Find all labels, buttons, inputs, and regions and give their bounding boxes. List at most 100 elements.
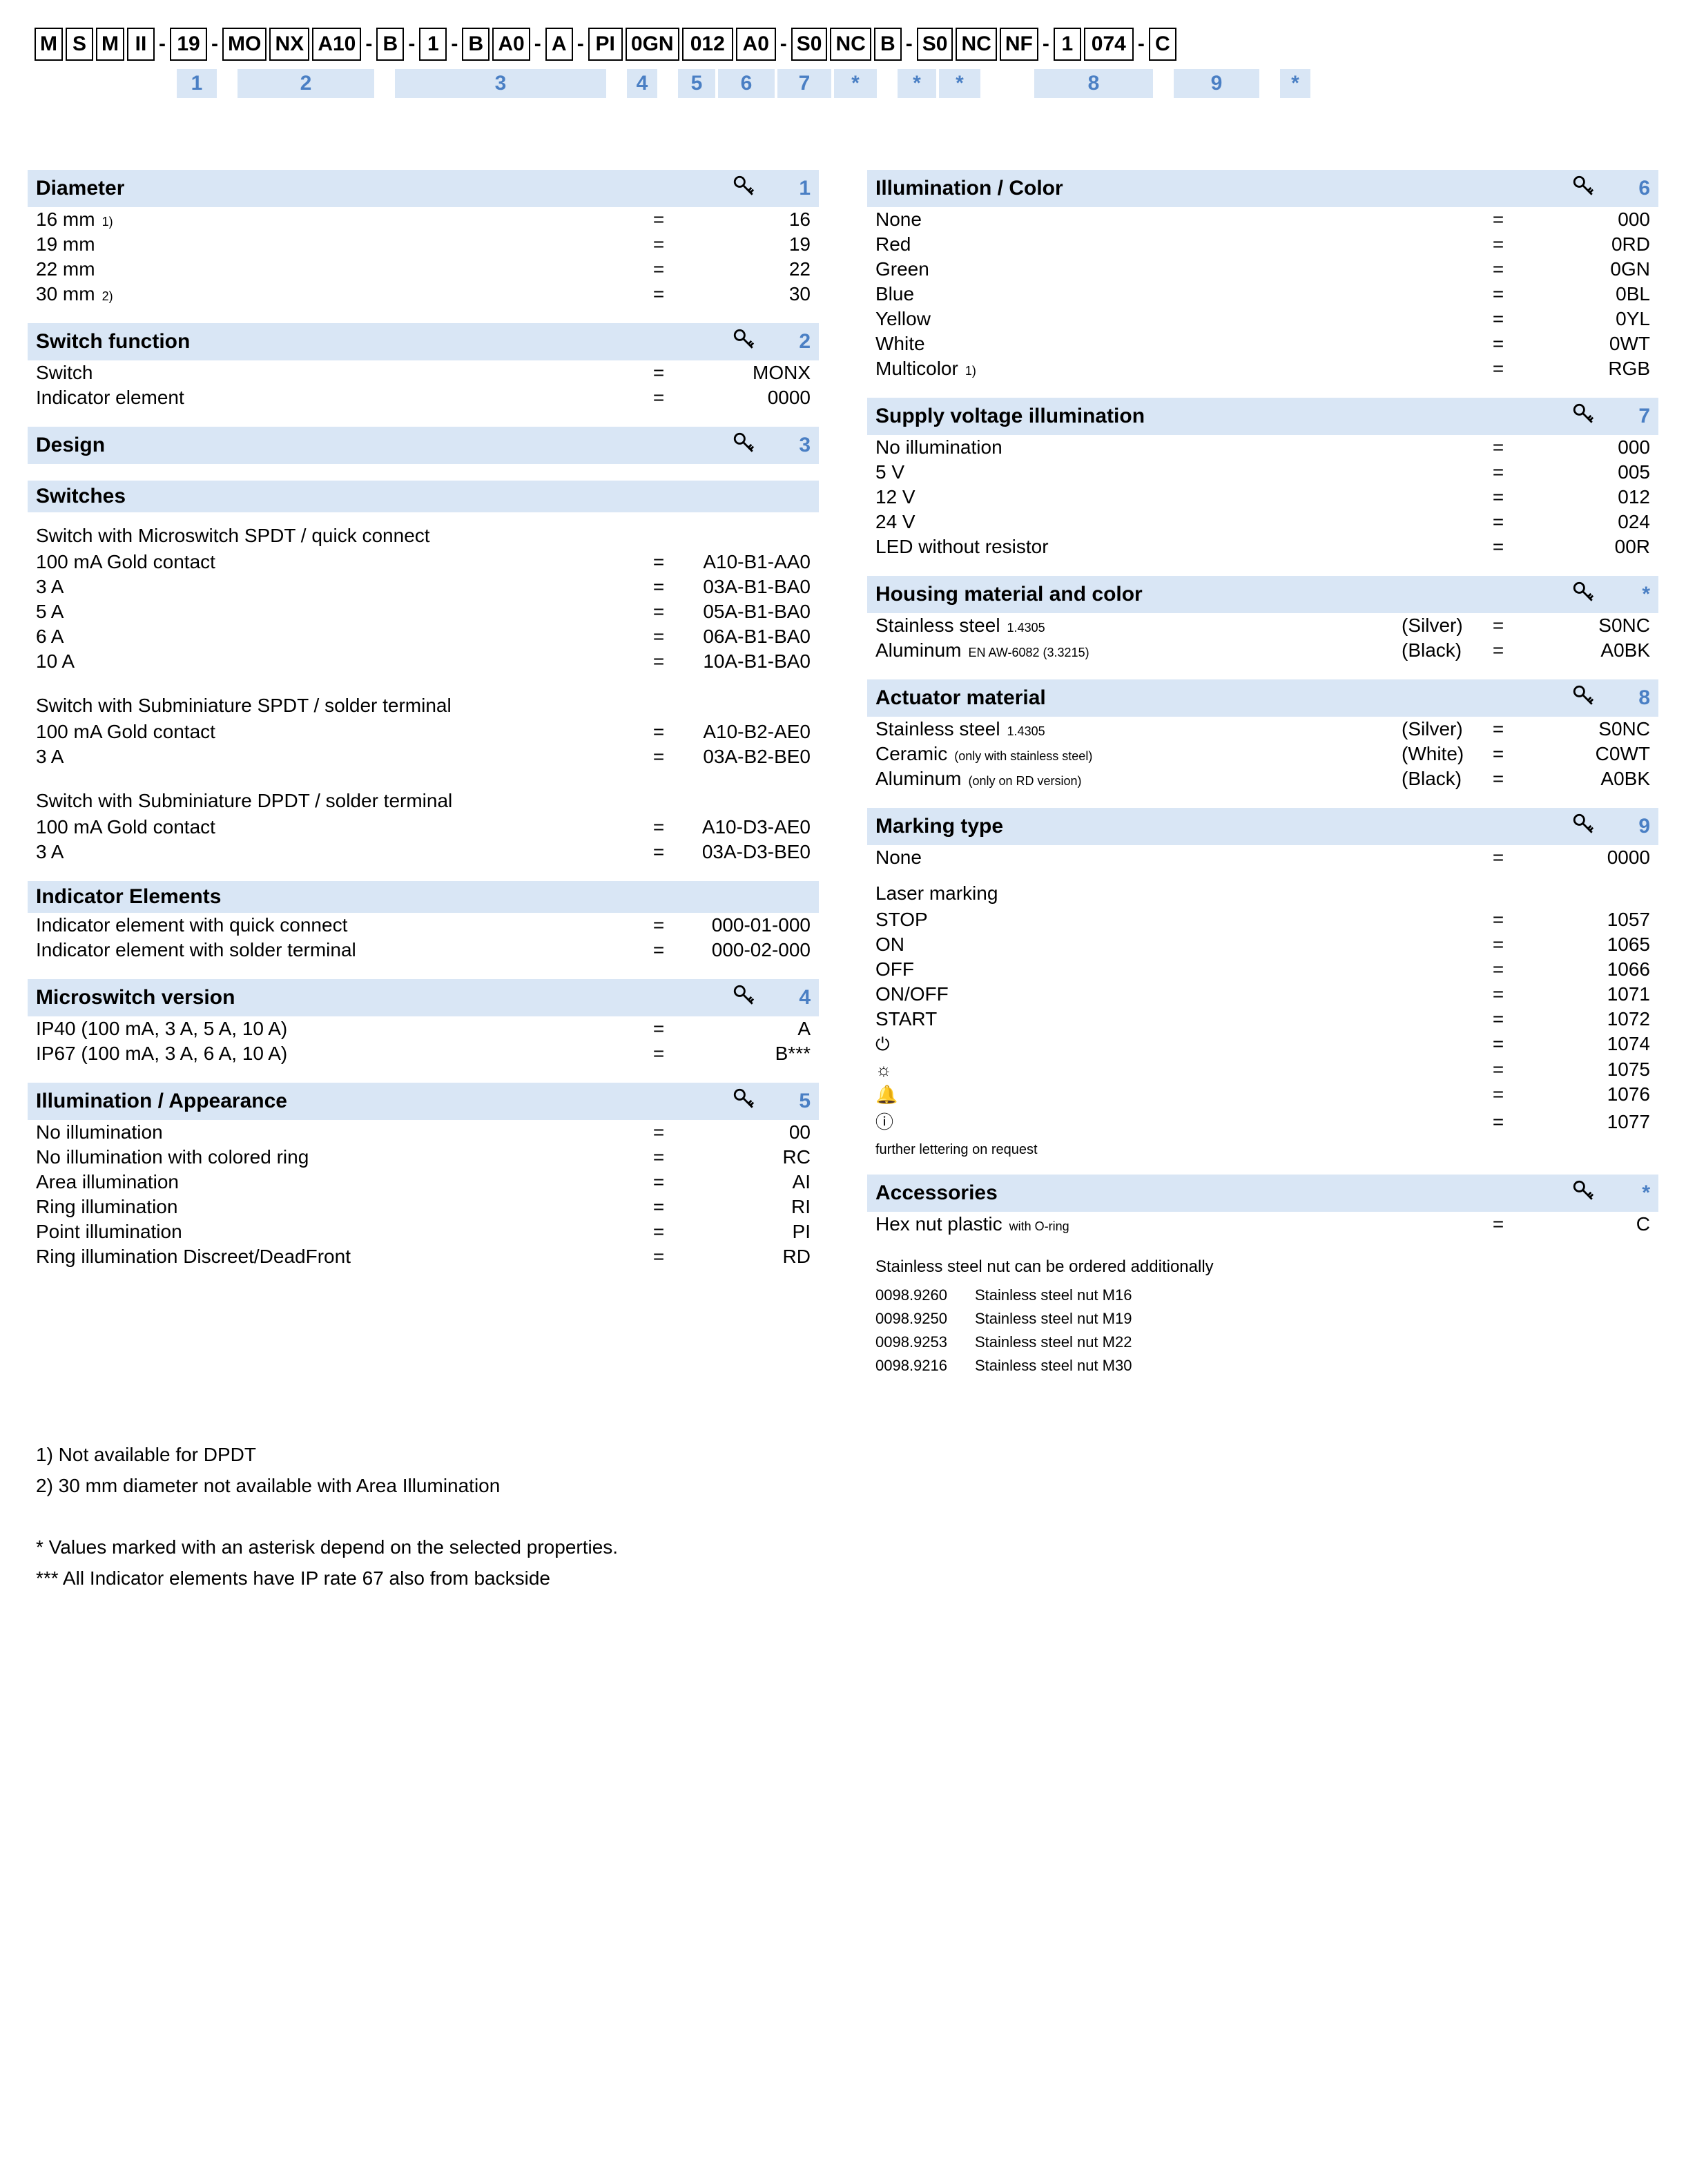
equals: = — [1484, 1083, 1512, 1105]
option-code: C — [1512, 1213, 1650, 1235]
option-row: 🔔=1076 — [867, 1082, 1658, 1107]
section-number: 5 — [783, 1090, 811, 1113]
row-label: No illumination with colored ring — [36, 1146, 309, 1168]
key-icon — [732, 174, 755, 203]
code-separator: - — [1136, 32, 1146, 56]
section-number: 3 — [783, 434, 811, 457]
section-header: Illumination / Appearance5 — [28, 1083, 819, 1120]
option-row: STOP=1057 — [867, 907, 1658, 932]
part-desc: Stainless steel nut M30 — [975, 1357, 1132, 1375]
option-row: Ring illumination Discreet/DeadFront=RD — [28, 1244, 819, 1269]
option-code: 06A-B1-BA0 — [672, 626, 811, 648]
row-label: Aluminum — [875, 639, 961, 661]
code-separator: - — [1041, 32, 1051, 56]
code-cell: S — [66, 28, 93, 61]
option-row: Yellow=0YL — [867, 307, 1658, 331]
row-label: IP67 (100 mA, 3 A, 6 A, 10 A) — [36, 1043, 287, 1065]
row-label: Area illumination — [36, 1171, 179, 1193]
code-cell: 19 — [170, 28, 207, 61]
row-label: Stainless steel — [875, 718, 1000, 740]
section-number: 7 — [1622, 405, 1650, 428]
row-note: 1) — [965, 364, 976, 378]
equals: = — [645, 601, 672, 623]
option-code: 024 — [1512, 511, 1650, 533]
equals: = — [645, 1246, 672, 1268]
option-row: 6 A=06A-B1-BA0 — [28, 624, 819, 649]
option-row: 19 mm=19 — [28, 232, 819, 257]
position-index: * — [939, 69, 980, 98]
option-code: 000-02-000 — [672, 939, 811, 961]
equals: = — [645, 626, 672, 648]
section-header: Design3 — [28, 427, 819, 464]
footnote-line: * Values marked with an asterisk depend … — [36, 1532, 1658, 1563]
code-cell: 0GN — [626, 28, 679, 61]
option-row: 16 mm 1)=16 — [28, 207, 819, 232]
equals: = — [1484, 983, 1512, 1005]
code-cell: NC — [956, 28, 996, 61]
code-cell: S0 — [791, 28, 828, 61]
section-title: Microswitch version — [36, 986, 732, 1009]
row-label: Blue — [875, 283, 914, 305]
row-label: Ring illumination — [36, 1196, 177, 1218]
footnote-line: 2) 30 mm diameter not available with Are… — [36, 1471, 1658, 1502]
equals: = — [645, 1196, 672, 1218]
part-number: 0098.9260 — [875, 1286, 947, 1304]
option-row: No illumination with colored ring=RC — [28, 1145, 819, 1170]
option-code: PI — [672, 1221, 811, 1243]
equals: = — [1484, 909, 1512, 931]
footnote-line: *** All Indicator elements have IP rate … — [36, 1563, 1658, 1594]
code-cell: B — [376, 28, 404, 61]
row-sublabel: (only with stainless steel) — [954, 749, 1092, 764]
key-icon — [732, 431, 755, 460]
option-code: 22 — [672, 258, 811, 280]
row-label: 22 mm — [36, 258, 95, 280]
accessory-part-row: 0098.9253Stainless steel nut M22 — [875, 1331, 1658, 1354]
row-label: 3 A — [36, 746, 64, 768]
option-row: No illumination=000 — [867, 435, 1658, 460]
option-code: 000-01-000 — [672, 914, 811, 936]
option-row: ON/OFF=1071 — [867, 982, 1658, 1007]
row-note: 2) — [102, 289, 113, 304]
equals: = — [645, 283, 672, 305]
equals: = — [1484, 209, 1512, 231]
code-cell: MO — [222, 28, 267, 61]
row-label: Hex nut plastic — [875, 1213, 1002, 1235]
row-label: Indicator element — [36, 387, 184, 409]
equals: = — [1484, 934, 1512, 956]
accessories-extra-list: 0098.9260Stainless steel nut M160098.925… — [867, 1284, 1658, 1378]
position-index: * — [834, 69, 877, 98]
code-cell: NX — [269, 28, 309, 61]
row-label: IP40 (100 mA, 3 A, 5 A, 10 A) — [36, 1018, 287, 1040]
footnote-line: 1) Not available for DPDT — [36, 1440, 1658, 1471]
row-label: Point illumination — [36, 1221, 182, 1243]
option-row: LED without resistor=00R — [867, 534, 1658, 559]
equals: = — [1484, 233, 1512, 255]
position-index: 5 — [678, 69, 715, 98]
group-label: Switch with Microswitch SPDT / quick con… — [28, 525, 819, 547]
option-code: 1072 — [1512, 1008, 1650, 1030]
option-row: 100 mA Gold contact=A10-B2-AE0 — [28, 719, 819, 744]
option-code: 03A-B2-BE0 — [672, 746, 811, 768]
equals: = — [645, 387, 672, 409]
group-label: Switch with Subminiature DPDT / solder t… — [28, 790, 819, 812]
option-row: Indicator element=0000 — [28, 385, 819, 410]
equals: = — [1484, 1033, 1512, 1055]
row-label: LED without resistor — [875, 536, 1049, 558]
option-code: S0NC — [1512, 718, 1650, 740]
option-row: Ceramic (only with stainless steel)(Whit… — [867, 742, 1658, 766]
option-row: START=1072 — [867, 1007, 1658, 1032]
row-label: ON — [875, 934, 904, 956]
option-code: 10A-B1-BA0 — [672, 650, 811, 673]
position-index: 4 — [627, 69, 657, 98]
code-separator: - — [533, 32, 543, 56]
position-index-row: 1234567***89* — [35, 69, 1658, 98]
option-code: 30 — [672, 283, 811, 305]
option-row: 3 A=03A-B2-BE0 — [28, 744, 819, 769]
code-separator: - — [449, 32, 459, 56]
equals: = — [645, 1146, 672, 1168]
row-label: 🔔 — [875, 1084, 898, 1105]
section-header: Supply voltage illumination7 — [867, 398, 1658, 435]
left-column: Diameter116 mm 1)=1619 mm=1922 mm=2230 m… — [28, 153, 819, 1378]
row-label: OFF — [875, 958, 914, 980]
accessory-part-row: 0098.9216Stainless steel nut M30 — [875, 1354, 1658, 1378]
